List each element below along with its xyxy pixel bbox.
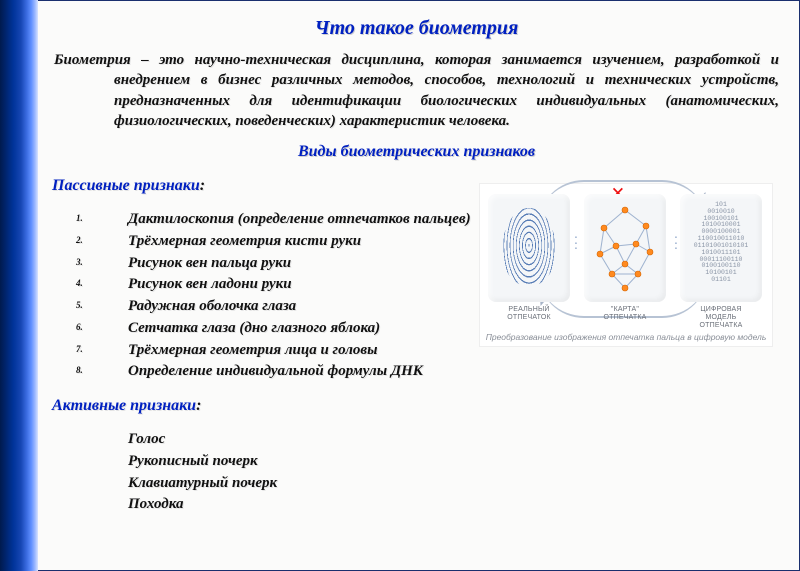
list-item: Рисунок вен пальца руки <box>76 253 516 275</box>
list-item: Определение индивидуальной формулы ДНК <box>76 361 516 383</box>
passive-heading-word: Пассивные признаки <box>52 177 200 194</box>
definition-text: Биометрия – это научно-техническая дисци… <box>54 50 779 131</box>
caption-digital: ЦИФРОВАЯМОДЕЛЬОТПЕЧАТКА <box>680 306 762 330</box>
active-heading-colon: : <box>196 397 201 414</box>
passive-list: Дактилоскопия (определение отпечатков па… <box>52 209 516 383</box>
caption-real: РЕАЛЬНЫЙОТПЕЧАТОК <box>488 306 570 322</box>
fingerprint-diagram: × ··· ··· <box>479 183 773 347</box>
binary-text: 1010010010100100101101001000100001000011… <box>684 202 758 284</box>
diagram-caption: Преобразование изображения отпечатка пал… <box>480 332 772 342</box>
passive-heading-colon: : <box>200 177 205 194</box>
panel-binary: 1010010010100100101101001000100001000011… <box>680 194 762 302</box>
active-heading: Активные признаки: <box>52 397 781 415</box>
graph-icon <box>592 202 658 294</box>
panel-fingerprint <box>488 194 570 302</box>
list-item: Клавиатурный почерк <box>128 473 568 495</box>
page-title: Что такое биометрия <box>52 17 781 40</box>
active-list: Голос Рукописный почерк Клавиатурный поч… <box>52 429 568 516</box>
list-item: Походка <box>128 494 568 516</box>
dots-icon: ··· <box>569 236 583 253</box>
caption-map: "КАРТА"ОТПЕЧАТКА <box>584 306 666 322</box>
list-item: Трёхмерная геометрия кисти руки <box>76 231 516 253</box>
list-item: Рисунок вен ладони руки <box>76 274 516 296</box>
fingerprint-icon <box>502 208 556 286</box>
list-item: Дактилоскопия (определение отпечатков па… <box>76 209 516 231</box>
active-heading-word: Активные признаки <box>52 397 196 414</box>
panel-graph <box>584 194 666 302</box>
list-item: Трёхмерная геометрия лица и головы <box>76 340 516 362</box>
list-item: Радужная оболочка глаза <box>76 296 516 318</box>
left-stripe <box>0 0 38 571</box>
list-item: Голос <box>128 429 568 451</box>
section-subtitle: Виды биометрических признаков <box>52 143 781 161</box>
list-item: Сетчатка глаза (дно глазного яблока) <box>76 318 516 340</box>
list-item: Рукописный почерк <box>128 451 568 473</box>
definition-paragraph: Биометрия – это научно-техническая дисци… <box>54 50 779 131</box>
slide-page: Что такое биометрия Биометрия – это науч… <box>38 0 800 571</box>
